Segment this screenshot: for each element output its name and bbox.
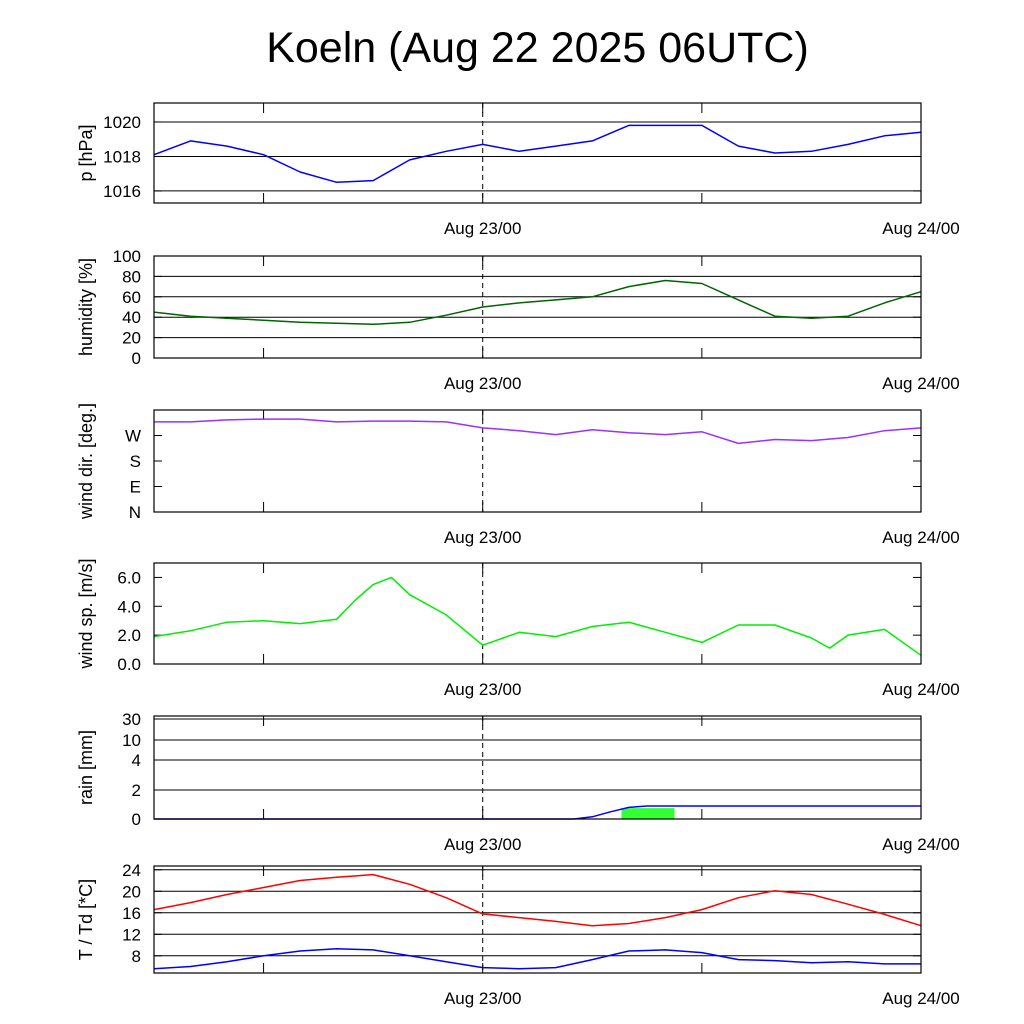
y-tick-label: 1018 [103,147,141,166]
plot-frame [153,715,922,820]
y-tick-label: 12 [122,925,141,944]
y-tick-label: 80 [122,267,141,286]
x-tick-label: Aug 23/00 [444,989,522,1008]
x-tick-label: Aug 24/00 [882,835,960,854]
panel-wind_speed: 0.0 2.0 4.0 6.0 wind sp. [m/s] Aug 23/00 Aug 2… [76,558,960,699]
y-tick-label: 0 [132,349,141,368]
y-tick-label: 2.0 [117,626,141,645]
plot-frame [153,865,922,974]
y-axis-label: p [hPa] [76,124,96,181]
y-tick-label: 1016 [103,182,141,201]
y-tick-label: 100 [113,247,141,266]
plot-frame [153,255,922,359]
x-tick-label: Aug 23/00 [444,528,522,547]
series-line-T [153,873,922,927]
series-line-pressure [153,124,922,184]
y-axis-label: rain [mm] [76,730,96,805]
y-tick-label: S [130,452,141,471]
y-tick-label: N [129,503,141,522]
y-tick-label: E [130,478,141,497]
chart-title: Koeln (Aug 22 2025 06UTC) [266,24,809,72]
panel-pressure: 1016 1018 1020 p [hPa] Aug 23/00 Aug 24/00 [76,102,960,238]
y-tick-label: 10 [122,731,141,750]
y-tick-label: 4 [132,751,141,770]
panel-temperature: 8 12 16 20 24 T / Td [*C] Aug 23/00 Aug 24/00 [76,861,960,1008]
y-tick-label: 60 [122,288,141,307]
x-tick-label: Aug 23/00 [444,680,522,699]
y-tick-label: 1020 [103,113,141,132]
y-tick-label: 0.0 [117,655,141,674]
x-tick-label: Aug 23/00 [444,835,522,854]
y-axis-label: humidity [%] [76,258,96,356]
y-tick-label: 2 [132,781,141,800]
series-line-accumulated-rain [154,805,921,820]
series-line-humidity [153,279,922,326]
series-line-wind-direction [154,418,922,445]
y-tick-label: 24 [122,861,141,880]
y-tick-label: 30 [122,710,141,729]
y-axis-label: T / Td [*C] [76,879,96,960]
y-axis-label: wind sp. [m/s] [76,558,96,669]
y-tick-label: 16 [122,904,141,923]
series-line-Td [153,948,921,970]
x-tick-label: Aug 24/00 [882,989,960,1008]
precip-bar [621,808,675,819]
y-tick-label: 0 [132,810,141,829]
x-tick-label: Aug 24/00 [882,528,960,547]
y-axis-label: wind dir. [deg.] [76,403,96,520]
plot-frame [153,409,922,513]
x-tick-label: Aug 23/00 [444,374,522,393]
y-tick-label: W [125,427,141,446]
x-tick-label: Aug 23/00 [444,219,522,238]
y-tick-label: 8 [132,947,141,966]
plot-frame [153,562,922,665]
series-line-wind-speed [153,576,922,656]
y-tick-label: 20 [122,882,141,901]
panel-rain: 0 2 410 30 rain [mm] Aug 23/00 Aug 24/00 [76,710,960,854]
y-tick-label: 20 [122,329,141,348]
y-tick-label: 6.0 [117,568,141,587]
y-tick-label: 4.0 [117,597,141,616]
x-tick-label: Aug 24/00 [882,374,960,393]
x-tick-label: Aug 24/00 [882,680,960,699]
x-tick-label: Aug 24/00 [882,219,960,238]
y-tick-label: 40 [122,308,141,327]
plot-frame [153,102,922,204]
